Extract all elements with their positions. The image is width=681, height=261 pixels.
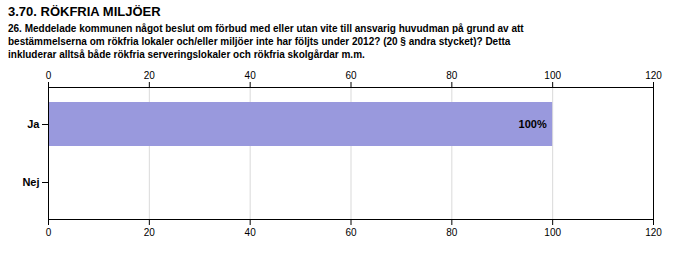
svg-text:40: 40	[245, 70, 257, 81]
html-text:3.70. RÖKFRIA MILJÖER: 3.70. RÖKFRIA MILJÖER	[8, 4, 161, 19]
svg-text:100: 100	[544, 70, 561, 81]
svg-text:40: 40	[245, 227, 257, 238]
html-text:26. Meddelade kommunen något b: 26. Meddelade kommunen något beslut om f…	[8, 23, 524, 60]
svg-text:0: 0	[46, 227, 52, 238]
svg-text:60: 60	[345, 70, 357, 81]
svg-text:Ja: Ja	[27, 118, 40, 130]
svg-text:60: 60	[345, 227, 357, 238]
svg-text:120: 120	[645, 227, 662, 238]
svg-text:80: 80	[446, 70, 458, 81]
svg-text:100: 100	[544, 227, 561, 238]
svg-text:80: 80	[446, 227, 458, 238]
svg-text:100%: 100%	[519, 118, 547, 130]
svg-text:20: 20	[144, 70, 156, 81]
svg-text:0: 0	[46, 70, 52, 81]
svg-text:120: 120	[645, 70, 662, 81]
svg-text:20: 20	[144, 227, 156, 238]
svg-text:Nej: Nej	[22, 176, 39, 188]
